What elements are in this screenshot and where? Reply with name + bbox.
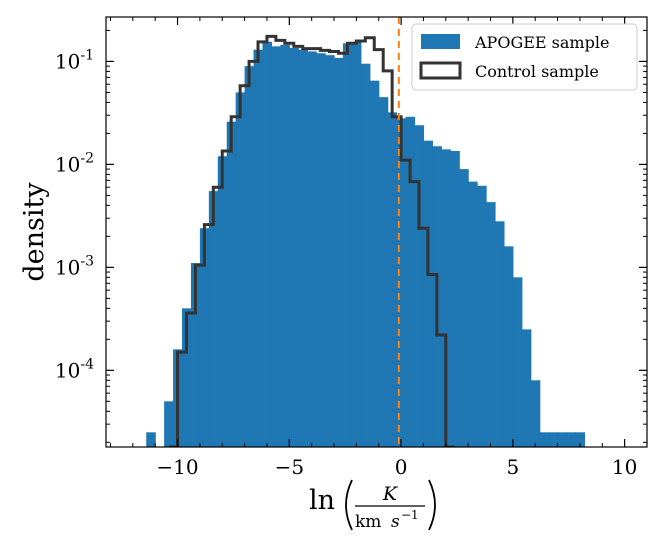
bar-apogee-27 (396, 118, 407, 447)
x-title-numerator: K (382, 483, 399, 505)
apogee-histogram (146, 41, 586, 447)
x-title-left-paren (345, 479, 353, 531)
x-tick-label-4: 10 (612, 455, 637, 479)
bar-apogee-29 (414, 125, 425, 447)
x-title-prefix: ln (309, 485, 335, 516)
bar-apogee-5 (199, 228, 210, 447)
bar-apogee-42 (530, 380, 541, 447)
x-title-right-paren (428, 479, 436, 531)
legend-frame (411, 23, 638, 91)
bar-apogee-45 (557, 432, 568, 447)
bar-apogee-9 (235, 92, 246, 447)
bar-apogee-35 (468, 181, 478, 447)
y-tick-label-2: 10-2 (55, 150, 94, 176)
bar-apogee-0 (146, 432, 156, 447)
bar-apogee-8 (226, 121, 237, 447)
bar-apogee-44 (548, 432, 559, 447)
x-title-denom-exp: −1 (401, 508, 419, 522)
bar-apogee-10 (244, 66, 255, 447)
bar-apogee-22 (351, 41, 362, 447)
bar-apogee-17 (307, 51, 317, 447)
bar-apogee-40 (512, 277, 523, 447)
bar-apogee-7 (217, 156, 228, 447)
legend: APOGEE sample Control sample (411, 23, 638, 91)
bar-apogee-25 (378, 97, 389, 447)
x-title-denom-unit: km (355, 512, 381, 532)
y-tick-label-3: 10-1 (55, 47, 94, 73)
bar-apogee-15 (289, 47, 299, 447)
y-tick-label-0: 10-4 (55, 356, 94, 382)
y-tick-label-1: 10-3 (55, 253, 94, 279)
x-tick-label-1: −5 (275, 455, 304, 479)
bar-apogee-47 (575, 432, 586, 447)
bar-apogee-32 (441, 149, 451, 447)
bar-apogee-43 (539, 432, 550, 447)
bar-apogee-21 (342, 43, 353, 447)
legend-swatch-control (419, 61, 462, 80)
bar-apogee-28 (405, 116, 416, 447)
bar-apogee-37 (486, 202, 496, 447)
x-axis-ticks: −10 −5 0 5 10 (109, 17, 648, 479)
plot-frame (105, 16, 648, 448)
bar-apogee-18 (316, 53, 326, 447)
bar-apogee-36 (477, 185, 487, 447)
x-tick-label-2: 0 (395, 455, 408, 479)
bar-apogee-14 (280, 44, 290, 447)
x-tick-label-0: −10 (156, 455, 198, 479)
bar-apogee-13 (271, 46, 281, 447)
bar-apogee-24 (369, 80, 380, 447)
bar-apogee-30 (423, 140, 433, 447)
legend-label-control: Control sample (475, 62, 599, 81)
bar-apogee-34 (459, 169, 469, 447)
bar-apogee-20 (334, 57, 344, 447)
bar-apogee-1 (164, 401, 174, 447)
bar-apogee-41 (521, 329, 532, 447)
legend-swatch-apogee (421, 34, 460, 49)
bar-apogee-19 (325, 55, 335, 447)
bar-apogee-26 (387, 112, 398, 447)
bar-apogee-16 (298, 49, 308, 447)
x-axis-title: ln K km s −1 (309, 479, 436, 532)
bar-apogee-38 (494, 221, 505, 447)
bar-apogee-11 (253, 49, 264, 447)
bar-apogee-23 (360, 63, 371, 447)
y-axis-ticks: 10-4 10-3 10-2 10-1 (55, 29, 647, 443)
bar-apogee-6 (208, 191, 219, 447)
bar-apogee-4 (190, 263, 201, 447)
bar-apogee-12 (262, 41, 273, 447)
legend-label-apogee: APOGEE sample (474, 33, 609, 52)
x-title-denom-var: s (391, 512, 400, 532)
bar-apogee-3 (182, 308, 192, 447)
bar-apogee-46 (566, 432, 577, 447)
bar-apogee-39 (503, 246, 514, 447)
control-histogram-step (168, 34, 455, 447)
bar-apogee-33 (450, 150, 460, 447)
y-axis-title: density (19, 182, 50, 282)
x-tick-label-3: 5 (507, 455, 520, 479)
